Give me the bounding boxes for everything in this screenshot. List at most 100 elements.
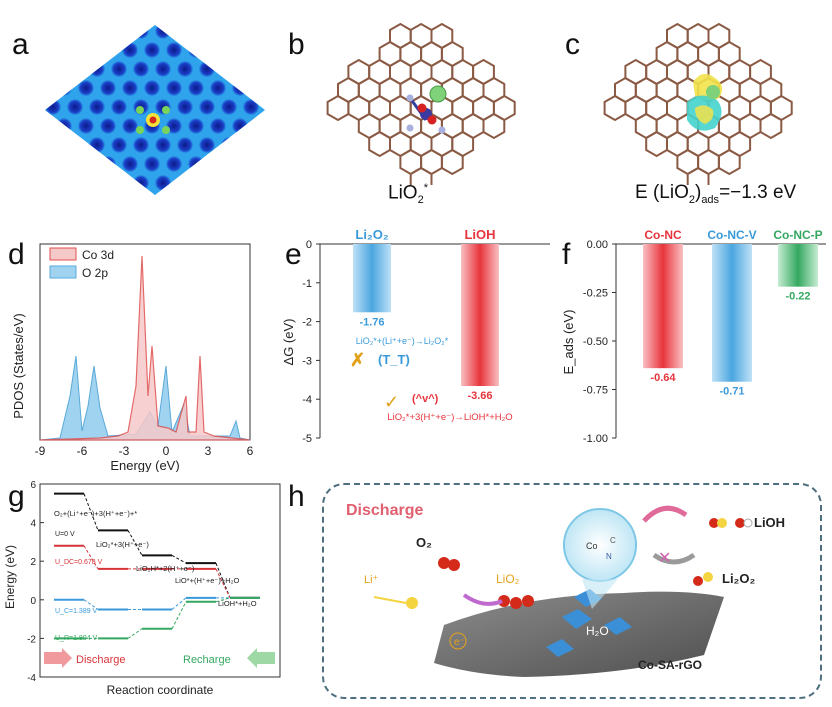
pdos-xtick: 6 <box>247 444 254 458</box>
energy-connector <box>171 554 187 564</box>
check-icon: ✓ <box>384 392 399 412</box>
panel-label-d: d <box>8 238 25 271</box>
step-label: LiOH*+H₂O <box>218 599 257 608</box>
lio2-label: LiO₂ <box>496 572 520 586</box>
pdos-legend: Co 3d O 2p <box>49 247 114 280</box>
recharge-arrow <box>247 648 275 668</box>
caption-c: E (LiO2)ads=−1.3 eV <box>635 182 797 206</box>
discharge-label: Discharge <box>76 654 126 666</box>
dg-bar <box>353 244 391 313</box>
dg-value-label: -3.66 <box>467 390 492 402</box>
energy-connector <box>83 493 99 531</box>
bar-label: Li₂O₂ <box>355 227 388 242</box>
g-ytick: 2 <box>30 557 36 568</box>
graphene-sheet <box>434 591 724 677</box>
recharge-label: Recharge <box>183 654 231 666</box>
u-label: U_R=1.894 V <box>55 635 98 642</box>
panel-label-f: f <box>562 238 571 271</box>
panel-label-h: h <box>288 480 305 513</box>
sad-face: (T_T) <box>378 352 410 367</box>
li2o2-label: Li₂O₂ <box>722 571 755 586</box>
annotation-li2o2: LiO₂*+(Li⁺+e⁻)→Li₂O₂* <box>356 336 449 346</box>
energy-connector <box>171 597 187 610</box>
energy-connector <box>215 597 231 603</box>
energy-connector <box>83 545 99 570</box>
dg-ytick: -2 <box>302 317 312 329</box>
electron-label: e⁻ <box>454 637 465 648</box>
pdos-chart: PDOS (States/eV) Co 3d O 2p -9 -6 -3 0 3… <box>11 243 254 472</box>
dg-ytick: -3 <box>302 355 312 367</box>
panel-label-e: e <box>285 238 302 271</box>
o2-label: O₂ <box>416 535 432 550</box>
reaction-energy-chart: Energy (eV) 6 4 2 0 -2 -4 O₂+(Li⁺+e⁻)+3(H⁺+e⁻… <box>3 480 281 697</box>
delta-g-chart: ΔG (eV) 0 -1 -2 -3 -4 -5 -1.76 -3.66 Li₂O₂ LiO… <box>281 227 550 445</box>
eads-chart: E_ads (eV) 0.00 -0.25 -0.50 -0.75 -1.00 -0.6… <box>561 228 826 445</box>
eads-value-label: -0.22 <box>785 291 810 303</box>
g-xlabel: Reaction coordinate <box>107 683 214 697</box>
energy-connector <box>127 628 143 639</box>
pdos-xtick: -9 <box>35 444 46 458</box>
discharge-title: Discharge <box>346 502 423 519</box>
lio2-structure <box>326 22 516 185</box>
u-label: U=0 V <box>55 531 75 538</box>
bar-label: Co-NC <box>644 228 682 242</box>
svg-text:Co 3d: Co 3d <box>82 248 114 262</box>
g-ytick: -4 <box>27 673 36 684</box>
pdos-xtick: 0 <box>163 444 170 458</box>
eads-bar <box>643 244 683 369</box>
cross-icon: ✗ <box>350 350 365 370</box>
u-label: U_C=1.389 V <box>55 608 98 615</box>
eads-ytick: -0.75 <box>583 385 608 397</box>
lioh-label: LiOH <box>754 515 785 530</box>
dg-value-label: -1.76 <box>359 316 384 328</box>
o-atom <box>417 103 427 113</box>
dg-bar <box>461 244 499 387</box>
bar-label: Co-NC-P <box>773 228 822 242</box>
dg-ylabel: ΔG (eV) <box>281 319 296 366</box>
pdos-xlabel: Energy (eV) <box>110 458 179 472</box>
eads-ylabel: E_ads (eV) <box>561 309 576 374</box>
step-label: LiO₂H*+2(H⁺+e⁻) <box>136 564 195 573</box>
substrate-label: Co-SA-rGO <box>638 658 702 672</box>
svg-text:N: N <box>606 552 612 561</box>
pdos-xtick: -3 <box>119 444 130 458</box>
h2o-label: H₂O <box>586 624 609 638</box>
eads-value-label: -0.64 <box>650 372 676 384</box>
u-label: U_DC=0.678 V <box>55 559 103 566</box>
g-ytick: 0 <box>30 596 36 607</box>
g-ytick: -2 <box>27 634 36 645</box>
pdos-xtick: 3 <box>205 444 212 458</box>
bar-label: LiOH <box>464 227 495 242</box>
step-label: LiO*+(H⁺+e⁻)+H₂O <box>175 576 240 585</box>
energy-connector <box>83 599 99 610</box>
panel-label-g: g <box>8 480 25 513</box>
pdos-ylabel: PDOS (States/eV) <box>11 313 26 418</box>
li-label: Li⁺ <box>364 574 379 586</box>
schematic-frame <box>322 483 822 699</box>
panel-label-a: a <box>12 28 29 61</box>
dg-ytick: -5 <box>302 433 312 445</box>
eads-ytick: 0.00 <box>587 239 608 251</box>
discharge-arrow <box>44 648 72 668</box>
bar-label: Co-NC-V <box>707 228 756 242</box>
step-label: O₂+(Li⁺+e⁻)+3(H⁺+e⁻)+* <box>54 509 137 518</box>
li-atom <box>429 85 447 103</box>
eads-value-label: -0.71 <box>719 386 744 398</box>
panel-label-b: b <box>288 28 305 61</box>
eads-ytick: -0.50 <box>583 336 608 348</box>
panel-label-c: c <box>565 28 580 61</box>
step-label: LiO₂*+3(H⁺+e⁻) <box>96 540 149 549</box>
cross-mark-icon: ✕ <box>658 550 671 567</box>
happy-face: (^v^) <box>412 393 439 405</box>
eads-ytick: -0.25 <box>583 288 608 300</box>
charge-difference-structure <box>603 22 793 185</box>
zoom-circle <box>563 508 637 582</box>
g-ytick: 4 <box>30 519 36 530</box>
charge-density-map <box>45 25 265 195</box>
dg-ytick: -4 <box>302 394 312 406</box>
eads-bar <box>712 244 752 382</box>
o-atom <box>427 115 437 125</box>
dg-ytick: 0 <box>306 239 312 251</box>
svg-text:Co: Co <box>586 541 598 551</box>
energy-connector <box>171 601 187 629</box>
